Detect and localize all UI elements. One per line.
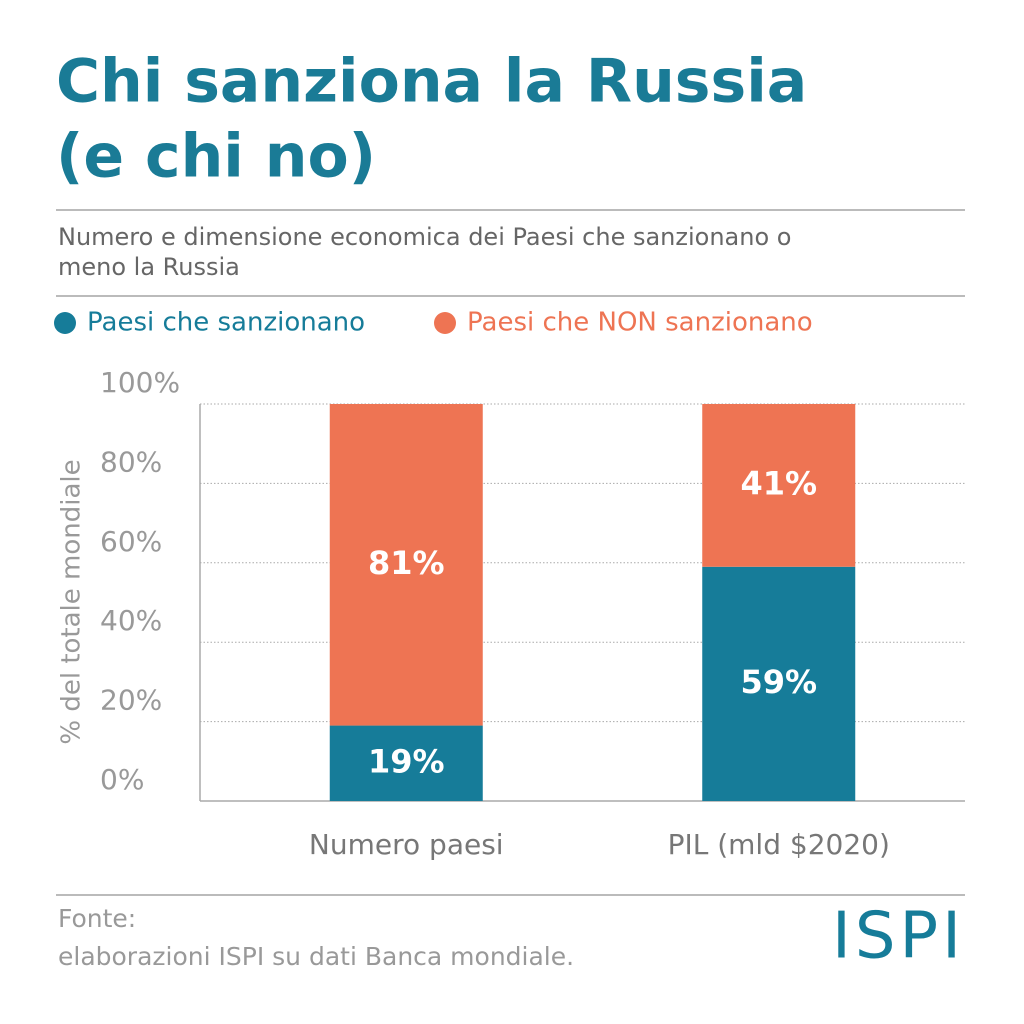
legend-label: Paesi che sanzionano xyxy=(87,308,365,338)
chart-title: Chi sanziona la Russia xyxy=(56,47,807,117)
y-tick-label: 80% xyxy=(100,445,162,478)
subtitle: Numero e dimensione economica dei Paesi … xyxy=(58,223,791,251)
source: Fonte: xyxy=(58,904,136,933)
legend-marker xyxy=(434,312,456,334)
y-tick-label: 100% xyxy=(100,366,180,399)
value-label: 59% xyxy=(740,663,817,701)
bar-segment xyxy=(702,566,856,801)
bar-segment xyxy=(329,404,483,726)
chart-title: (e chi no) xyxy=(56,122,376,192)
x-tick-label: Numero paesi xyxy=(309,828,504,861)
legend-label: Paesi che NON sanzionano xyxy=(467,308,813,338)
bar-segment xyxy=(329,725,483,801)
y-axis-label: % del totale mondiale xyxy=(57,459,87,744)
source: elaborazioni ISPI su dati Banca mondiale… xyxy=(58,942,574,971)
y-tick-label: 0% xyxy=(100,763,144,796)
y-tick-label: 20% xyxy=(100,684,162,717)
legend-marker xyxy=(54,312,76,334)
y-tick-label: 60% xyxy=(100,525,162,558)
x-tick-label: PIL (mld $2020) xyxy=(668,828,890,861)
logo: ISPI xyxy=(832,900,965,974)
y-tick-label: 40% xyxy=(100,604,162,637)
value-label: 19% xyxy=(368,742,445,780)
subtitle: meno la Russia xyxy=(58,253,240,281)
bar-segment xyxy=(702,404,856,567)
value-label: 81% xyxy=(368,544,445,582)
value-label: 41% xyxy=(740,464,817,502)
